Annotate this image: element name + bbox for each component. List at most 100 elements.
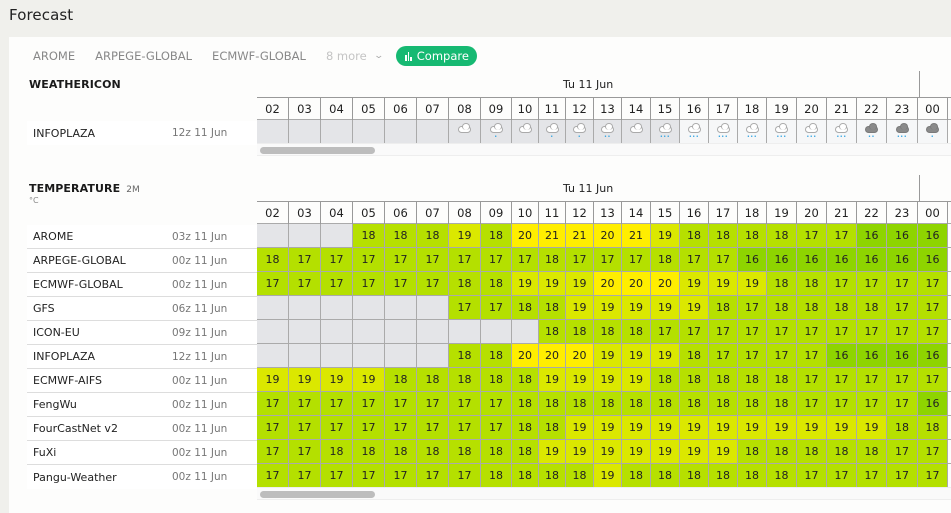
temperature-cell: 18	[797, 440, 827, 463]
table-row: 18 17 17 17 17 17 17 17 17 18 17 17 17 18 17 17 16 16 16 16…	[257, 247, 951, 271]
hour-header-cell: 06	[385, 202, 417, 224]
temperature-cell: 16	[918, 248, 948, 271]
dark-cloud-light-rain-icon: •	[926, 122, 939, 139]
weather-cell: ••	[594, 120, 622, 143]
temperature-cell: 17	[353, 392, 385, 415]
hour-header-cell: 22	[857, 98, 887, 120]
temperature-cell: 18	[539, 320, 566, 343]
tab-arpege-global[interactable]: ARPEGE-GLOBAL	[95, 49, 193, 63]
scroll-thumb[interactable]	[260, 491, 375, 498]
temperature-cell: 18	[709, 464, 738, 487]
temperature-cell: 17	[827, 272, 857, 295]
temperature-cell: 17	[321, 416, 353, 439]
temperature-cell: 18	[481, 272, 512, 295]
temperature-cell: 19	[512, 272, 539, 295]
temperature-cell: 18	[651, 368, 680, 391]
hour-header-cell: 12	[566, 98, 594, 120]
temperature-cell	[417, 296, 449, 319]
temperature-cell: 17	[887, 392, 918, 415]
temperature-cell: 18	[651, 248, 680, 271]
temperature-cell: 18	[918, 416, 948, 439]
temperature-cell: 17	[353, 272, 385, 295]
temperature-cell: 19	[566, 296, 594, 319]
temperature-cell	[353, 344, 385, 367]
cloud-moderate-rain-icon: ••	[601, 122, 614, 139]
temperature-cell: 19	[257, 368, 289, 391]
temperature-cell: 18	[594, 320, 622, 343]
temperature-cell: 19	[651, 344, 680, 367]
weather-cell	[512, 120, 539, 143]
temperature-cell: 19	[289, 368, 321, 391]
hour-header-cell: 14	[622, 202, 651, 224]
tab-arome[interactable]: AROME	[33, 49, 76, 63]
temperature-cell: 19	[594, 368, 622, 391]
temperature-cell: 16	[827, 248, 857, 271]
table-row: 18 18 18 18 17 17 17 17 17 17 17 17 17 17	[257, 319, 951, 343]
temperature-cell: 17	[887, 320, 918, 343]
cloud-icon	[518, 122, 532, 139]
temperature-cell: 17	[417, 464, 449, 487]
more-label: 8 more	[325, 49, 367, 63]
temperature-cell: 18	[709, 368, 738, 391]
hour-header-cell: 16	[680, 202, 709, 224]
temperature-cell	[321, 344, 353, 367]
temperature-cell: 18	[512, 464, 539, 487]
model-run-time: 00z 11 Jun	[172, 374, 228, 387]
temperature-cell: 17	[887, 368, 918, 391]
compare-button[interactable]: Compare	[396, 46, 477, 66]
temperature-cell: 19	[539, 440, 566, 463]
temperature-cell: 17	[289, 464, 321, 487]
temperature-cell: 18	[827, 440, 857, 463]
horizontal-scrollbar[interactable]	[257, 143, 951, 156]
tab-ecmwf-global[interactable]: ECMWF-GLOBAL	[212, 49, 306, 63]
model-run-time: 03z 11 Jun	[172, 230, 228, 243]
temperature-cell: 18	[481, 344, 512, 367]
temperature-cell: 19	[622, 344, 651, 367]
temperature-cell: 16	[918, 392, 948, 415]
temperature-cell: 17	[449, 248, 481, 271]
model-label-row: INFOPLAZA 12z 11 Jun	[27, 345, 258, 369]
temperature-cell: 18	[539, 392, 566, 415]
temperature-cell: 19	[827, 416, 857, 439]
temperature-cell	[385, 320, 417, 343]
temperature-cell: 17	[887, 272, 918, 295]
temperature-cell: 18	[738, 368, 767, 391]
temperature-cell: 17	[353, 464, 385, 487]
model-run-time: 00z 11 Jun	[172, 278, 228, 291]
temperature-cell: 17	[353, 416, 385, 439]
model-name: FourCastNet v2	[33, 422, 118, 435]
temperature-cell: 18	[539, 248, 566, 271]
temperature-cell: 18	[709, 392, 738, 415]
weather-cell	[622, 120, 651, 143]
temperature-cell: 19	[680, 440, 709, 463]
temperature-cell: 18	[767, 272, 797, 295]
temperature-title-text: TEMPERATURE	[29, 182, 121, 195]
temperature-cell: 17	[887, 296, 918, 319]
model-name: Pangu-Weather	[33, 470, 117, 484]
temperature-cell: 17	[857, 320, 887, 343]
temperature-cell: 18	[566, 320, 594, 343]
temperature-cell: 18	[449, 272, 481, 295]
temperature-cell: 17	[289, 248, 321, 271]
temperature-cell: 17	[738, 320, 767, 343]
scroll-thumb[interactable]	[260, 147, 375, 154]
hour-header-cell: 03	[289, 98, 321, 120]
temperature-cell: 18	[767, 392, 797, 415]
hour-header-cell: 19	[767, 202, 797, 224]
model-name: AROME	[33, 230, 74, 243]
hour-header-cell: 02	[257, 202, 289, 224]
temperature-cell: 17	[918, 464, 948, 487]
horizontal-scrollbar[interactable]	[257, 487, 951, 500]
temperature-cell: 18	[417, 368, 449, 391]
temperature-cell: 20	[566, 344, 594, 367]
day-divider	[919, 175, 920, 201]
model-label-row: FuXi 00z 11 Jun	[27, 441, 258, 465]
temperature-cell: 17	[797, 344, 827, 367]
hour-header-cell: 14	[622, 98, 651, 120]
temperature-cell: 19	[738, 272, 767, 295]
temperature-cell	[257, 320, 289, 343]
temperature-cell: 18	[680, 368, 709, 391]
date-label: Tu 11 Jun	[563, 78, 614, 91]
more-models-dropdown[interactable]: 8 more ⌄	[325, 49, 384, 63]
hour-header-cell: 16	[680, 98, 709, 120]
